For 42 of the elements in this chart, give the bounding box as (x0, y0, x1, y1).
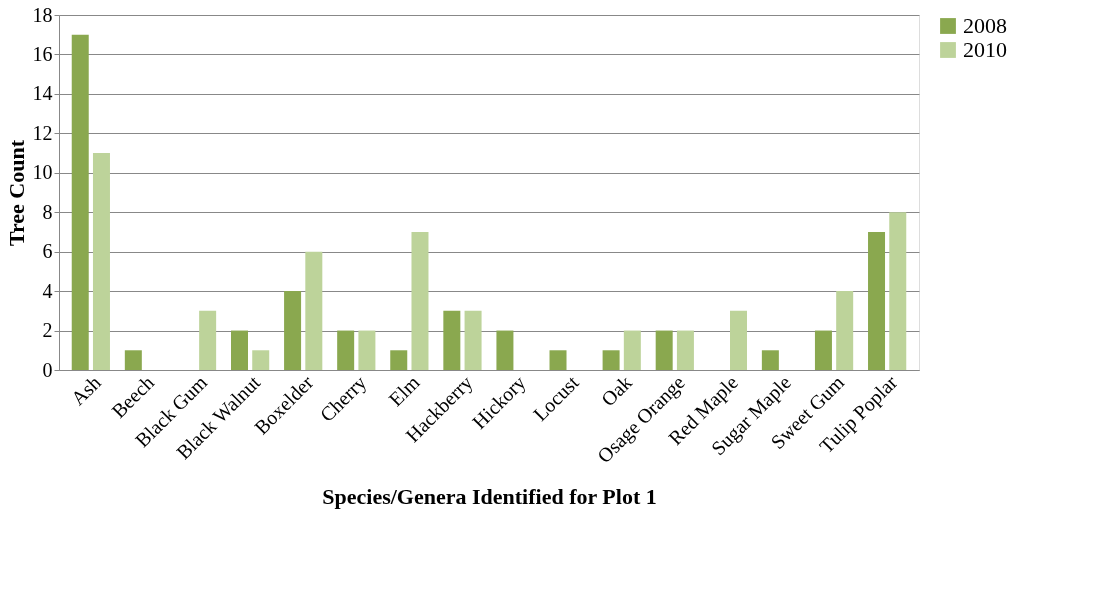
bar (836, 291, 854, 370)
legend-label: 2008 (963, 13, 1007, 38)
x-tick-label: Oak (596, 371, 636, 411)
bar (252, 350, 270, 370)
bar (284, 291, 302, 370)
y-tick-label: 2 (42, 319, 53, 342)
bar (496, 330, 514, 370)
bar (230, 330, 248, 370)
legend-label: 2010 (963, 37, 1007, 62)
bar (868, 231, 886, 370)
bar (676, 330, 694, 370)
y-tick-label: 16 (32, 42, 53, 65)
y-tick-label: 8 (42, 200, 53, 223)
bar (655, 330, 673, 370)
bar (814, 330, 832, 370)
bar (464, 310, 482, 370)
bar (305, 251, 323, 370)
bar (549, 350, 567, 370)
bar (602, 350, 620, 370)
y-tick-label: 6 (42, 240, 53, 263)
x-axis-title: Species/Genera Identified for Plot 1 (322, 484, 657, 510)
y-tick-label: 18 (32, 3, 53, 26)
bar (730, 310, 748, 370)
bar (623, 330, 641, 370)
bar (761, 350, 779, 370)
bar (124, 350, 142, 370)
bar (71, 34, 89, 370)
bar (358, 330, 376, 370)
y-tick-label: 0 (42, 358, 53, 381)
bar (443, 310, 461, 370)
x-tick-label: Ash (66, 371, 105, 410)
bar (199, 310, 217, 370)
y-tick-label: 10 (32, 161, 53, 184)
bar (337, 330, 355, 370)
bar (390, 350, 408, 370)
y-tick-label: 14 (32, 82, 53, 105)
y-tick-label: 12 (32, 121, 53, 144)
bar (92, 153, 110, 370)
y-axis-title: Tree Count (3, 139, 29, 247)
bar (411, 231, 429, 370)
y-tick-label: 4 (42, 279, 53, 302)
bar (889, 212, 907, 370)
